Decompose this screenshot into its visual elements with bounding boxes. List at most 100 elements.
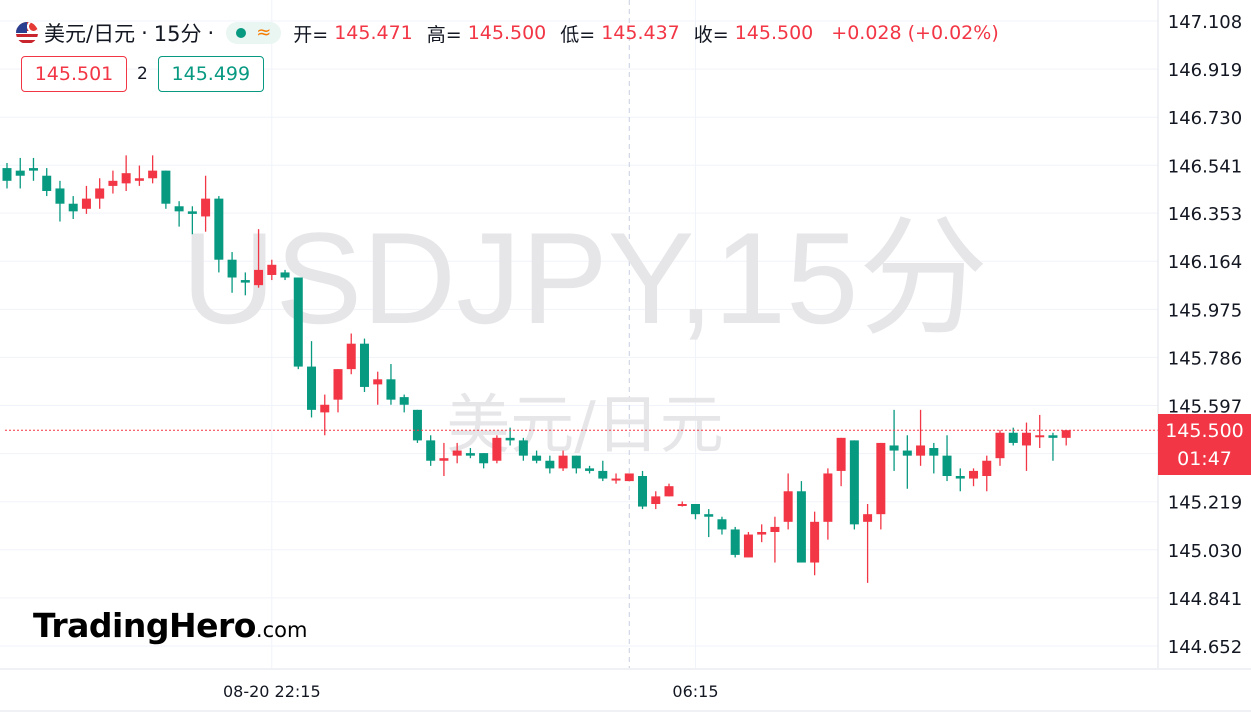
candle[interactable] (148, 155, 158, 184)
candle[interactable] (889, 409, 899, 471)
candle[interactable] (677, 501, 687, 507)
candle[interactable] (452, 442, 462, 464)
candle[interactable] (95, 178, 105, 209)
candle[interactable] (479, 453, 489, 469)
candle[interactable] (240, 272, 250, 296)
candle[interactable] (664, 483, 674, 497)
candle[interactable] (254, 229, 264, 288)
candle[interactable] (532, 450, 542, 464)
candle[interactable] (465, 448, 475, 459)
candle[interactable] (28, 157, 38, 181)
candle[interactable] (598, 460, 608, 482)
candle[interactable] (201, 175, 211, 232)
candle[interactable] (108, 170, 118, 194)
separator-dot: · (207, 21, 215, 45)
candle[interactable] (651, 491, 661, 510)
candle[interactable] (849, 440, 859, 530)
spread-value: 2 (137, 64, 148, 84)
candle[interactable] (757, 524, 767, 543)
candle[interactable] (982, 455, 992, 492)
candle[interactable] (823, 468, 833, 540)
candle[interactable] (585, 465, 595, 474)
candle[interactable] (942, 435, 952, 482)
candle-body (1021, 432, 1031, 446)
candle[interactable] (518, 437, 528, 461)
candle[interactable] (55, 180, 65, 222)
candle[interactable] (161, 170, 171, 209)
open-label: 开= (293, 23, 329, 46)
candle[interactable] (426, 435, 436, 466)
candle[interactable] (796, 481, 806, 563)
candle[interactable] (15, 157, 25, 189)
candle[interactable] (121, 155, 131, 191)
candle[interactable] (214, 196, 224, 273)
candle[interactable] (492, 435, 502, 464)
candle[interactable] (571, 455, 581, 474)
candle[interactable] (995, 430, 1005, 466)
candle[interactable] (1061, 430, 1071, 446)
time-axis[interactable]: 08-20 22:15 06:15 (0, 668, 1251, 715)
candle[interactable] (293, 277, 303, 370)
candle[interactable] (770, 516, 780, 563)
symbol-title[interactable]: 美元/日元 (44, 22, 136, 46)
candle[interactable] (412, 409, 422, 443)
candle[interactable] (876, 442, 886, 530)
candle[interactable] (307, 341, 317, 418)
candle[interactable] (863, 504, 873, 583)
candle[interactable] (346, 333, 356, 375)
interval-label[interactable]: 15分 (153, 22, 202, 46)
candle[interactable] (81, 185, 91, 214)
candle[interactable] (227, 252, 237, 293)
candle[interactable] (373, 371, 383, 405)
candle[interactable] (717, 516, 727, 535)
candle[interactable] (836, 437, 846, 487)
candle[interactable] (320, 394, 330, 436)
candle[interactable] (704, 509, 714, 538)
candle[interactable] (969, 468, 979, 487)
change-value: +0.028 (+0.02%) (831, 22, 999, 44)
candle[interactable] (545, 455, 555, 474)
candle[interactable] (399, 394, 409, 413)
candle[interactable] (2, 162, 12, 189)
candle[interactable] (174, 201, 184, 227)
candle[interactable] (439, 442, 449, 477)
candle[interactable] (783, 473, 793, 530)
separator-dot: · (141, 21, 148, 45)
candle[interactable] (638, 470, 648, 510)
status-pill[interactable]: ≈ (226, 22, 282, 44)
candle[interactable] (743, 531, 753, 558)
candle-body (677, 504, 687, 507)
candle[interactable] (810, 511, 820, 576)
candle[interactable] (624, 473, 634, 482)
candle-body (399, 397, 409, 405)
candle[interactable] (690, 504, 700, 520)
candle[interactable] (955, 468, 965, 492)
candle[interactable] (902, 435, 912, 489)
price-axis[interactable]: 147.108 146.919 146.730 146.541 146.353 146.1… (1157, 0, 1251, 668)
candle[interactable] (611, 473, 621, 484)
candle[interactable] (730, 526, 740, 558)
candle-body (770, 526, 780, 532)
buy-button[interactable]: 145.499 (157, 56, 264, 92)
candle[interactable] (280, 269, 290, 281)
candle-body (386, 379, 396, 400)
candle[interactable] (1035, 414, 1045, 449)
candle-body (810, 521, 820, 563)
candle[interactable] (333, 369, 343, 413)
candle-body (108, 180, 118, 186)
candle[interactable] (42, 168, 52, 197)
candle[interactable] (359, 338, 369, 393)
time-tick-label: 06:15 (672, 682, 718, 701)
candle[interactable] (68, 196, 78, 219)
candle[interactable] (1048, 432, 1058, 461)
candle-body (585, 468, 595, 471)
candle[interactable] (929, 442, 939, 474)
candle[interactable] (187, 206, 197, 235)
candle[interactable] (558, 450, 568, 471)
candle[interactable] (267, 259, 277, 281)
candle[interactable] (134, 165, 144, 186)
candle[interactable] (916, 409, 926, 466)
candle[interactable] (386, 364, 396, 405)
sell-button[interactable]: 145.501 (21, 56, 127, 92)
